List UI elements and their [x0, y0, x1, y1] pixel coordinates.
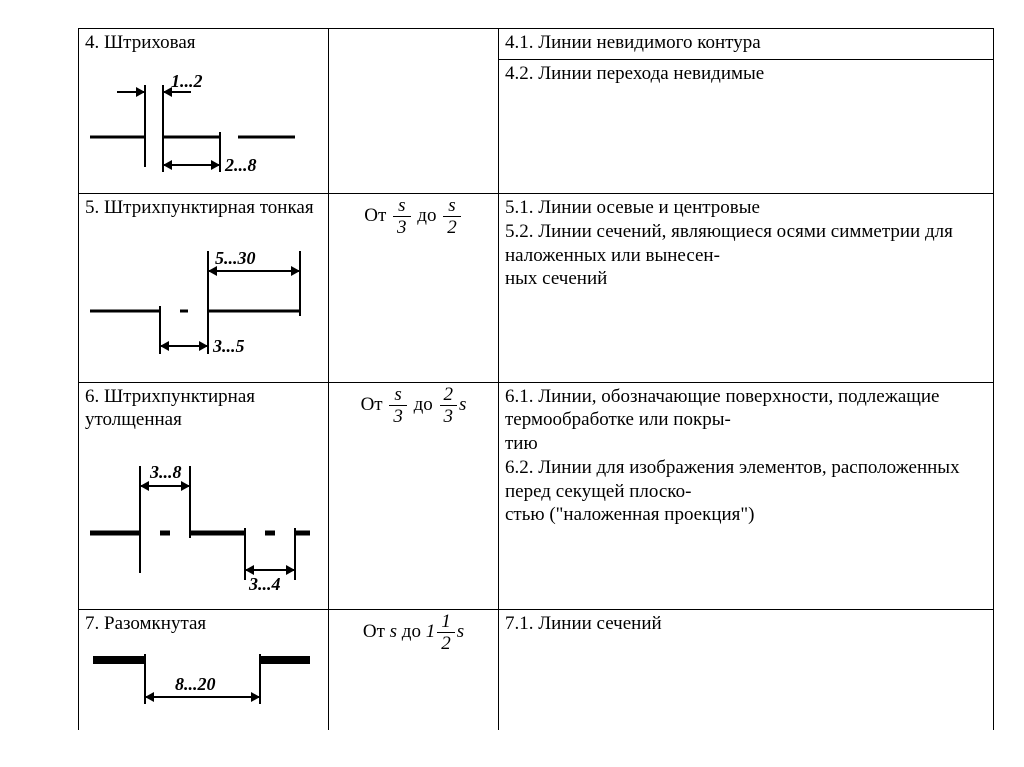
diagram-open: 8...20 [85, 642, 315, 720]
table-row: 7. Разомкнутая 8...20 От s до 112s7.1. Лин… [79, 609, 994, 730]
svg-text:3...4: 3...4 [248, 574, 281, 594]
col-name: 7. Разомкнутая 8...20 [79, 609, 329, 730]
page: 4. Штриховая 4.1. Линии невидимого контур… [0, 0, 1024, 767]
col-thickness: От s до 112s [329, 609, 499, 730]
svg-text:1...2: 1...2 [171, 71, 203, 91]
line-diagram: 5...30 3...5 [85, 226, 322, 378]
col-name: 4. Штриховая [79, 29, 329, 60]
col-usage: 7.1. Линии сечений [499, 609, 994, 730]
col-thickness [329, 59, 499, 193]
col-thickness: От s3 до s2 [329, 194, 499, 383]
table-row: 6. Штрихпунктирная утолщенная 3...8 3...4 О… [79, 382, 994, 609]
diagram-dashdot-thin: 5...30 3...5 [85, 226, 315, 371]
line-type-title: 7. Разомкнутая [85, 613, 206, 634]
diagram-dashed: 1...2 2...8 [85, 67, 305, 182]
line-type-title: 6. Штрихпунктирная утолщенная [85, 386, 255, 431]
table-row: 1...2 2...8 4.2. Линии перехода невидимые [79, 59, 994, 193]
col-thickness: От s3 до 23s [329, 382, 499, 609]
diagram-dashdot-thick: 3...8 3...4 [85, 438, 315, 598]
col-thickness [329, 29, 499, 60]
col-usage: 6.1. Линии, обозначающие поверхности, по… [499, 382, 994, 609]
line-diagram: 3...8 3...4 [85, 438, 322, 605]
line-diagram: 8...20 [85, 642, 322, 727]
line-type-title: 5. Штрихпунктирная тонкая [85, 197, 314, 218]
line-diagram: 1...2 2...8 [85, 67, 322, 189]
svg-text:8...20: 8...20 [175, 674, 216, 694]
col-usage: 4.2. Линии перехода невидимые [499, 59, 994, 193]
line-type-title: 4. Штриховая [85, 32, 196, 53]
col-name: 5. Штрихпунктирная тонкая 5...30 3...5 [79, 194, 329, 383]
line-types-table: 4. Штриховая 4.1. Линии невидимого контур… [78, 28, 994, 730]
svg-text:5...30: 5...30 [215, 248, 256, 268]
col-usage: 5.1. Линии осевые и центровые5.2. Линии … [499, 194, 994, 383]
col-usage: 4.1. Линии невидимого контура [499, 29, 994, 60]
svg-text:2...8: 2...8 [224, 155, 257, 175]
table-row: 4. Штриховая 4.1. Линии невидимого контур… [79, 29, 994, 60]
svg-text:3...8: 3...8 [149, 462, 182, 482]
col-name: 1...2 2...8 [79, 59, 329, 193]
svg-text:3...5: 3...5 [212, 336, 245, 356]
col-name: 6. Штрихпунктирная утолщенная 3...8 3...4 [79, 382, 329, 609]
table-row: 5. Штрихпунктирная тонкая 5...30 3...5 От s… [79, 194, 994, 383]
